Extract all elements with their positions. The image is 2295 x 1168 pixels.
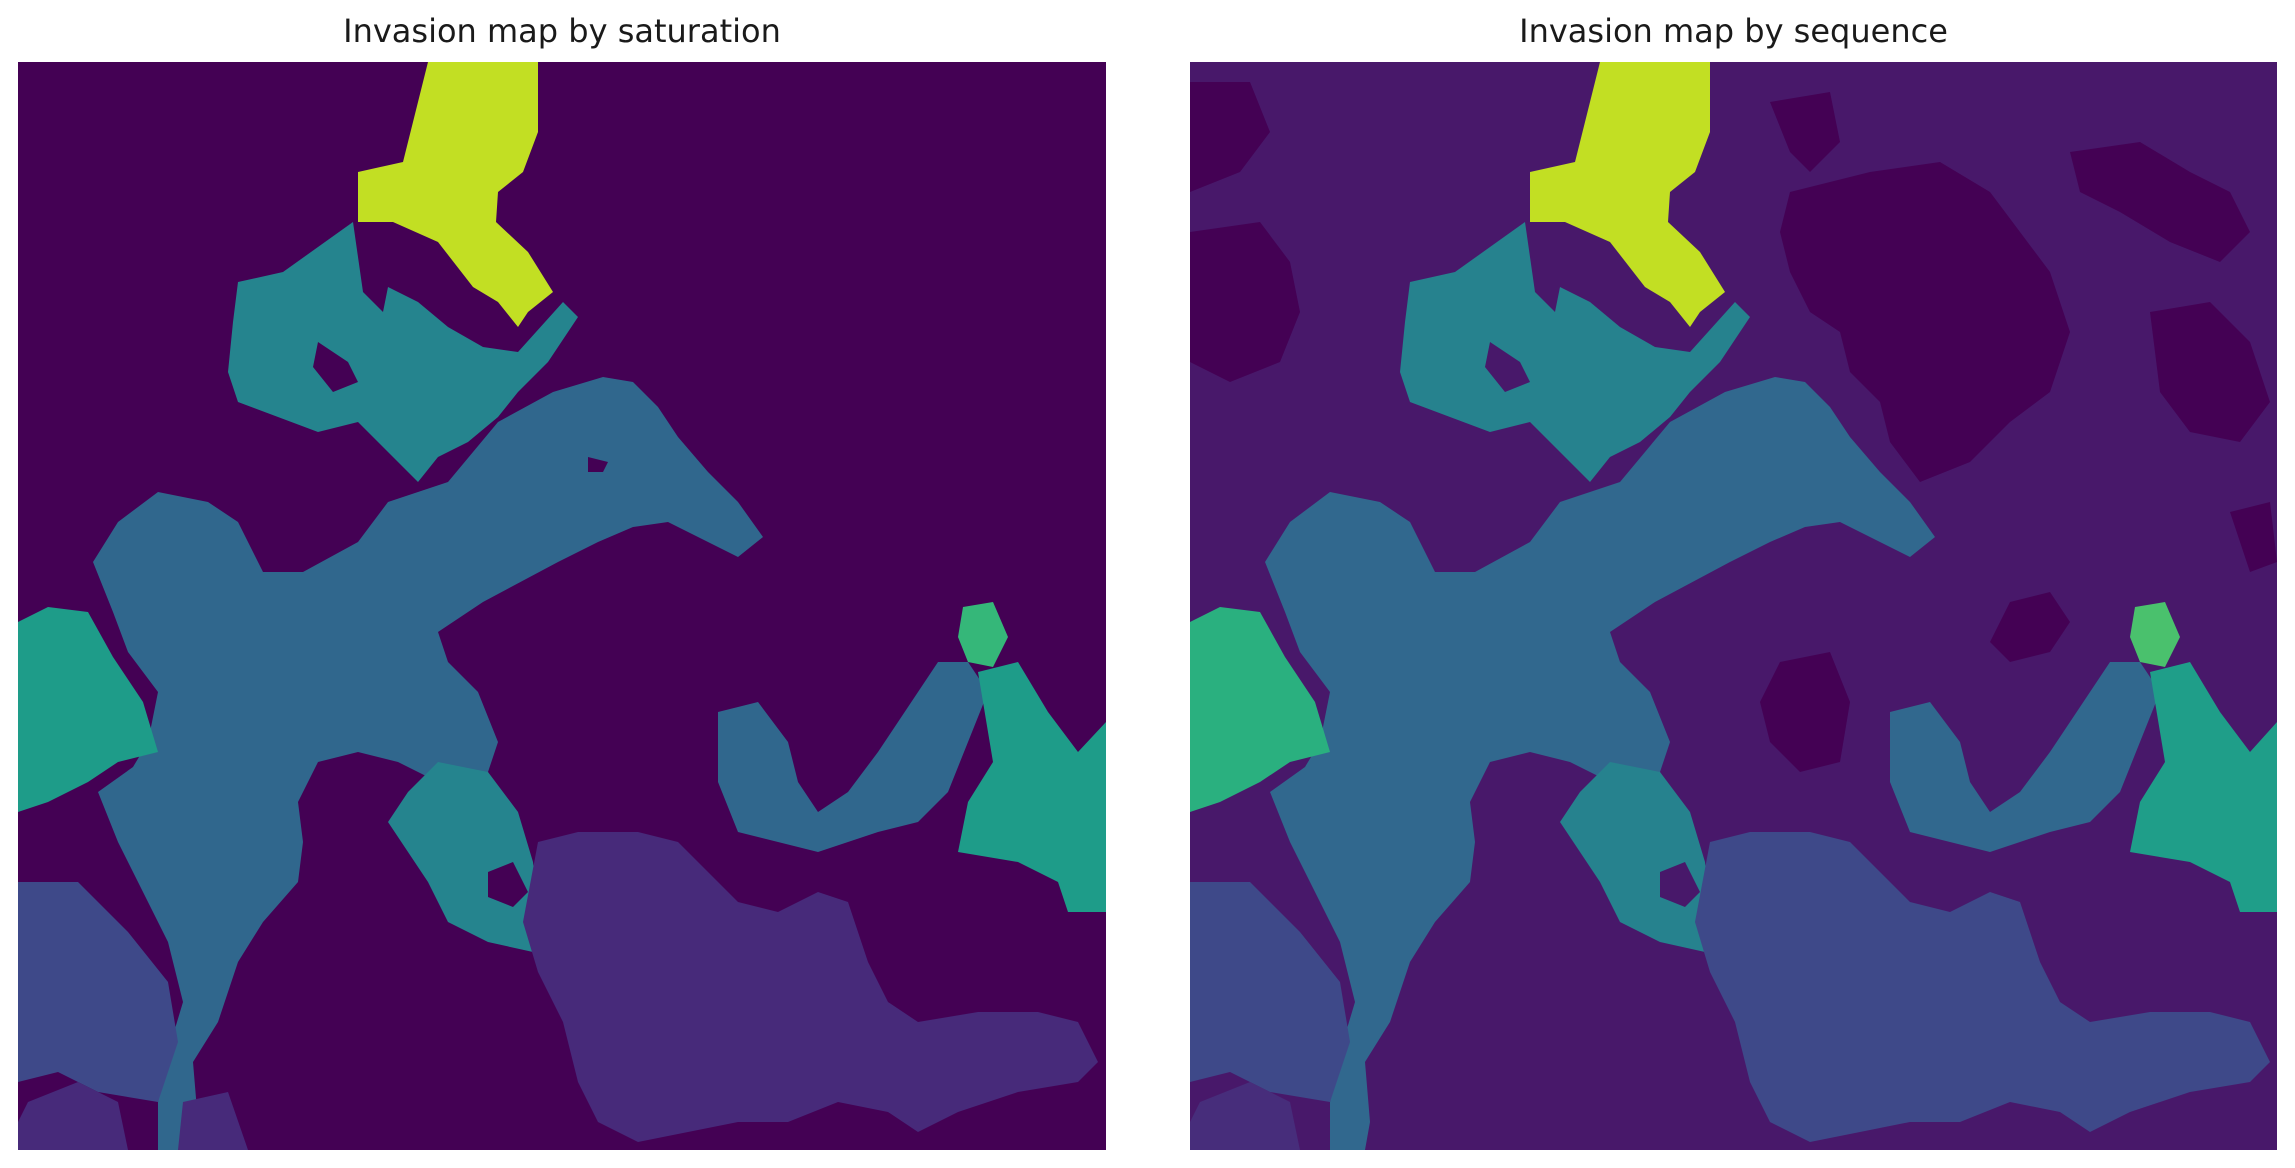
cluster-light-green <box>2130 602 2180 667</box>
dark-region-8 <box>1760 652 1850 772</box>
cluster-purple-bottom-left <box>18 1082 128 1150</box>
teal-hole-2 <box>488 862 528 907</box>
cluster-light-green <box>958 602 1008 667</box>
cluster-indigo-low-left <box>18 882 178 1102</box>
sequence-title: Invasion map by sequence <box>1519 12 1948 50</box>
cluster-green-right <box>958 662 1106 912</box>
teal-hole-1 <box>1485 342 1530 392</box>
dark-region-9 <box>2230 502 2277 572</box>
cluster-teal-upper <box>228 222 578 482</box>
saturation-title: Invasion map by saturation <box>343 12 781 50</box>
dark-region-1 <box>1190 82 1270 192</box>
sequence-heatmap <box>1190 62 2277 1150</box>
cluster-blue-main <box>1265 377 1935 1150</box>
dark-region-7 <box>1990 592 2070 662</box>
cluster-indigo-low <box>1695 832 2270 1142</box>
dark-region-5 <box>2070 142 2250 262</box>
teal-hole-1 <box>313 342 358 392</box>
cluster-blue-main <box>93 377 763 1150</box>
dark-region-4 <box>1780 162 2070 482</box>
cluster-indigo-bottom-left <box>1190 1082 1300 1150</box>
cluster-yellow-green <box>358 62 553 327</box>
cluster-green-right <box>2130 662 2277 912</box>
cluster-purple-low <box>523 832 1098 1142</box>
cluster-purple-bottom-mid <box>178 1092 248 1150</box>
saturation-heatmap <box>18 62 1106 1150</box>
cluster-indigo-low-left <box>1190 882 1350 1102</box>
dark-region-3 <box>1770 92 1840 172</box>
cluster-yellow-green <box>1530 62 1725 327</box>
teal-hole-2 <box>1660 862 1700 907</box>
dark-region-6 <box>2150 302 2270 442</box>
cluster-green-left <box>1190 607 1330 812</box>
cluster-blue-right <box>1890 662 2160 852</box>
dark-region-2 <box>1190 222 1300 382</box>
blue-hole-1 <box>588 457 608 472</box>
cluster-teal-upper <box>1400 222 1750 482</box>
cluster-green-left <box>18 607 158 812</box>
cluster-blue-right <box>718 662 988 852</box>
